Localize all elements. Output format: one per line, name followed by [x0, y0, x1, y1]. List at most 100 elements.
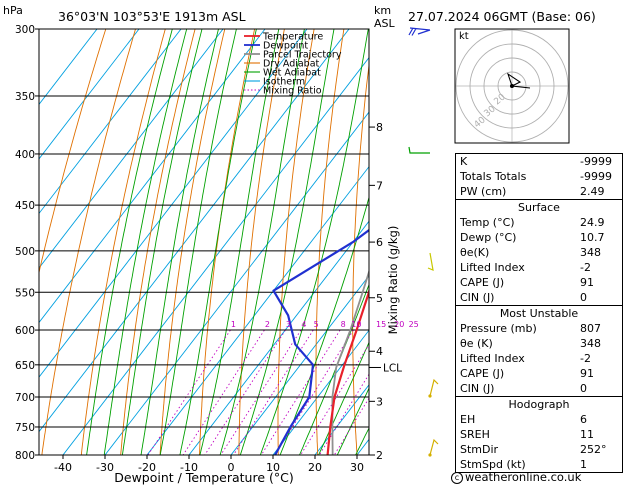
legend-label: Parcel Trajectory [263, 50, 342, 61]
km-tick-label: 6 [376, 236, 383, 249]
legend-label: Dry Adiabat [263, 59, 320, 70]
mixing-ratio-label: 8 [341, 320, 346, 329]
hodograph-trace [506, 72, 531, 89]
wind-barb-upper [408, 27, 431, 36]
info-row-label: CAPE (J) [460, 367, 505, 380]
datetime-title: 27.07.2024 06GMT (Base: 06) [408, 9, 596, 24]
isotherm-line [314, 384, 369, 455]
info-row-value: 91 [580, 276, 594, 289]
pressure-tick-label: 500 [15, 246, 35, 258]
info-box-title: Most Unstable [499, 307, 579, 320]
most-unstable-box: Most Unstable Pressure (mb) 807 θe (K) 348 Li… [455, 305, 623, 397]
km-tick-label: 3 [376, 395, 383, 408]
info-row: CAPE (J) 91 [456, 366, 622, 381]
info-row: Temp (°C) 24.9 [456, 215, 622, 230]
info-row-value: -2 [580, 352, 591, 365]
hodograph-center [510, 84, 514, 88]
temperature-tick-label: -10 [180, 461, 198, 474]
isotherm-line [39, 29, 308, 378]
info-row: θe(K) 348 [456, 245, 622, 260]
info-row-value: 6 [580, 413, 587, 426]
isotherm-line [39, 29, 98, 106]
mixing-ratio-line [182, 329, 265, 455]
dry-adiabat-line [315, 29, 345, 455]
wet-adiabat-line [299, 283, 369, 455]
dry-adiabat-line [41, 29, 136, 455]
isotherm-line [62, 56, 369, 455]
info-row-value: 2.49 [580, 185, 605, 198]
info-row-value: -9999 [580, 170, 612, 183]
temperature-tick-label: -20 [138, 461, 156, 474]
pressure-tick-label: 300 [15, 24, 35, 36]
info-row: Dewp (°C) 10.7 [456, 230, 622, 245]
mixing-ratio-line [232, 329, 314, 455]
mixing-ratio-label: 15 [376, 320, 386, 329]
legend-label: Wet Adiabat [263, 68, 321, 79]
info-row-value: 0 [580, 291, 587, 304]
asl-label: ASL [374, 17, 396, 30]
info-row: Lifted Index -2 [456, 260, 622, 275]
wind-barbs [408, 27, 439, 457]
wind-barb-500 [427, 252, 434, 271]
wind-barb-mid [408, 146, 430, 154]
wet-adiabat-line [318, 341, 369, 455]
hpa-label: hPa [3, 4, 23, 17]
mixing-ratio-line [300, 343, 369, 455]
info-row: EH 6 [456, 412, 622, 427]
pressure-tick-label: 350 [15, 91, 35, 103]
hodograph-table-box: Hodograph EH 6 SREH 11 StmDir 252° StmSpd (kt) 1 [455, 396, 623, 473]
info-row: K -9999 [456, 154, 622, 169]
x-axis-title: Dewpoint / Temperature (°C) [114, 470, 293, 485]
location-title: 36°03'N 103°53'E 1913m ASL [58, 9, 246, 24]
wind-barb-800 [429, 438, 439, 456]
temperature-trace [326, 287, 369, 455]
info-row: SREH 11 [456, 427, 622, 442]
isotherm-line [272, 329, 369, 455]
legend-label: Mixing Ratio [263, 86, 322, 97]
wet-adiabat-line [336, 387, 369, 455]
dry-adiabat-line [159, 29, 226, 455]
info-row-label: K [460, 155, 468, 168]
wet-adiabat-line [103, 29, 188, 455]
info-row-value: 252° [580, 443, 607, 456]
pressure-tick-label: 450 [15, 200, 35, 212]
wind-barb-dot [428, 453, 432, 457]
isotherm-line [39, 29, 182, 215]
info-row: Pressure (mb) 807 [456, 321, 622, 336]
dry-adiabat-line [352, 61, 369, 455]
info-row-label: Lifted Index [460, 352, 525, 365]
legend-label: Dewpoint [263, 41, 308, 52]
pressure-tick-label: 800 [15, 450, 35, 462]
dry-adiabat-line [277, 29, 315, 455]
mixing-ratio-label: 5 [314, 320, 319, 329]
info-row-label: Temp (°C) [460, 216, 515, 229]
info-panel: K -9999 Totals Totals -9999 PW (cm) 2.49 Surf… [455, 153, 623, 473]
info-row-label: Pressure (mb) [460, 322, 537, 335]
mixing-ratio-line [204, 329, 286, 455]
wet-adiabat-line [219, 29, 305, 455]
dry-adiabat-line [39, 29, 107, 275]
km-tick-label: 8 [376, 121, 383, 134]
info-row-value: 11 [580, 428, 594, 441]
surface-box: Surface Temp (°C) 24.9 Dewp (°C) 10.7 θe(K) 34… [455, 199, 623, 306]
info-row-value: 0 [580, 382, 587, 395]
info-box-title: Surface [518, 201, 560, 214]
lcl-label: LCL [383, 362, 402, 374]
wet-adiabat-line [121, 29, 203, 455]
info-row-value: 24.9 [580, 216, 605, 229]
info-row-value: 91 [580, 367, 594, 380]
dry-adiabat-line [238, 29, 285, 455]
info-row: CIN (J) 0 [456, 290, 622, 305]
info-row-label: SREH [460, 428, 490, 441]
pressure-tick-label: 550 [15, 287, 35, 299]
dry-adiabat-line [199, 29, 256, 455]
dry-adiabat-line [423, 29, 436, 458]
wet-adiabat-line [86, 29, 173, 455]
km-tick-label: 4 [376, 345, 383, 358]
mixing-ratio-label: 25 [409, 320, 419, 329]
info-row-value: 807 [580, 322, 601, 335]
hodograph-kt-label: kt [459, 31, 469, 42]
